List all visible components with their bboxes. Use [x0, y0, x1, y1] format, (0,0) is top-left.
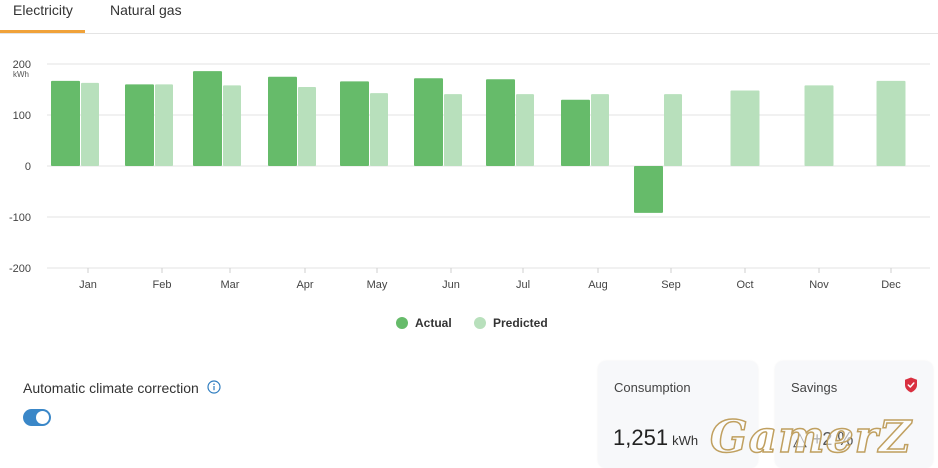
legend-item-predicted[interactable]: Predicted — [474, 316, 548, 330]
bar-actual — [125, 84, 154, 166]
x-tick-label: May — [367, 279, 388, 291]
bar-predicted — [804, 85, 834, 166]
bar-actual — [486, 79, 515, 166]
info-icon[interactable] — [207, 380, 221, 394]
chart-legend: Actual Predicted — [0, 316, 938, 336]
x-tick-label: Mar — [221, 279, 240, 291]
bar-predicted — [298, 86, 316, 166]
x-tick-label: Sep — [661, 279, 681, 291]
bar-predicted — [664, 94, 682, 166]
bar-actual — [340, 81, 369, 166]
bar-actual — [268, 76, 297, 166]
x-tick-label: Jan — [79, 279, 97, 291]
y-tick-label: 100 — [13, 110, 31, 122]
savings-title: Savings — [791, 380, 838, 395]
consumption-title: Consumption — [614, 380, 691, 395]
bar-actual — [193, 71, 222, 166]
bar-predicted — [370, 93, 388, 166]
x-tick-label: Feb — [153, 279, 172, 291]
bar-predicted — [81, 82, 99, 166]
x-tick-label: Dec — [881, 279, 901, 291]
y-tick-label: -200 — [9, 263, 31, 275]
energy-tabs: Electricity Natural gas — [0, 0, 938, 34]
x-tick-label: Jul — [516, 279, 530, 291]
consumption-card: Consumption 1,251 kWh — [598, 361, 758, 468]
consumption-value-wrap: 1,251 kWh — [613, 425, 698, 451]
bar-predicted — [591, 94, 609, 166]
bar-predicted — [730, 90, 760, 166]
shield-icon — [905, 377, 917, 393]
legend-dot-actual — [396, 317, 408, 329]
bar-predicted — [444, 94, 462, 166]
x-tick-label: Apr — [296, 279, 313, 291]
legend-label-predicted: Predicted — [493, 316, 548, 330]
x-tick-label: Jun — [442, 279, 460, 291]
bar-predicted — [516, 94, 534, 166]
tab-natural-gas[interactable]: Natural gas — [110, 2, 182, 18]
consumption-unit: kWh — [672, 433, 699, 448]
savings-value: △ +2 % — [793, 429, 854, 449]
bar-actual — [51, 80, 80, 166]
climate-correction-label: Automatic climate correction — [23, 380, 199, 396]
watermark-logo: GamerZ — [709, 411, 912, 464]
climate-correction-toggle[interactable] — [23, 409, 51, 426]
legend-label-actual: Actual — [415, 316, 452, 330]
y-axis-unit-label: kWh — [13, 70, 29, 79]
bar-predicted — [223, 85, 241, 166]
bar-actual — [561, 99, 590, 166]
legend-dot-predicted — [474, 317, 486, 329]
y-tick-label: 0 — [25, 161, 31, 173]
bar-predicted — [155, 84, 173, 166]
x-tick-label: Oct — [736, 279, 753, 291]
tab-electricity[interactable]: Electricity — [0, 0, 85, 33]
bar-actual — [634, 166, 663, 213]
x-tick-label: Aug — [588, 279, 608, 291]
x-tick-label: Nov — [809, 279, 829, 291]
bar-predicted — [876, 80, 906, 166]
legend-item-actual[interactable]: Actual — [396, 316, 452, 330]
y-tick-label: -100 — [9, 212, 31, 224]
y-tick-label: 200 — [13, 59, 31, 71]
savings-card: Savings △ +2 % — [775, 361, 933, 468]
bar-actual — [414, 78, 443, 166]
consumption-value: 1,251 — [613, 425, 669, 450]
toggle-knob — [36, 411, 49, 424]
